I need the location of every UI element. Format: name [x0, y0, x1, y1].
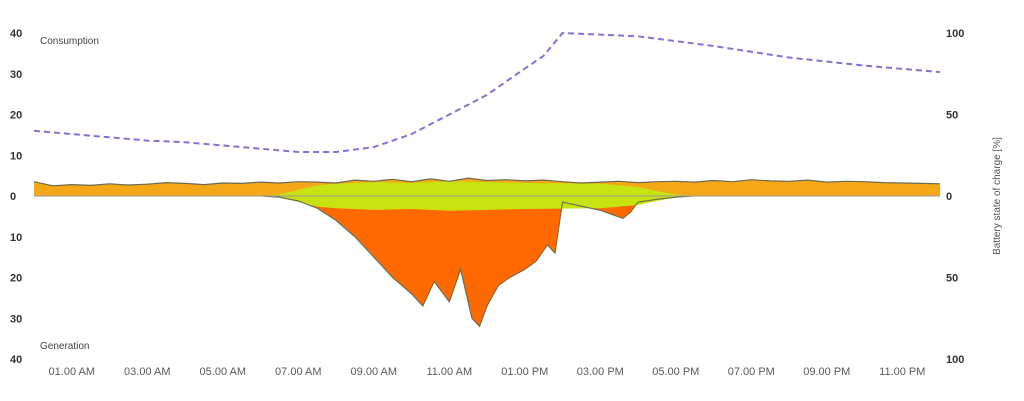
y-left-tick-label: 30: [10, 313, 22, 325]
y-right-tick-label: 100: [946, 28, 964, 40]
y-right-tick-label: 50: [946, 273, 958, 285]
y-left-tick-label: 10: [10, 232, 22, 244]
area-layer: [33, 177, 941, 328]
y-right-tick-label: 0: [946, 191, 952, 203]
y2-axis-label: Battery state of charge [%]: [992, 137, 1003, 255]
x-axis: 01.00 AM 03.00 AM 05.00 AM 07.00 AM 09.00 AM…: [49, 366, 926, 378]
y-left-tick-label: 10: [10, 150, 22, 162]
y-left-tick-label: 20: [10, 110, 22, 122]
x-tick-label: 11.00 PM: [879, 366, 925, 378]
consumption-outline: [33, 177, 941, 187]
y-right-tick-label: 50: [946, 110, 958, 122]
x-tick-label: 09.00 PM: [803, 366, 850, 378]
consumption-label: Consumption: [40, 36, 99, 47]
generation-area: [260, 196, 695, 327]
x-tick-label: 03.00 AM: [124, 366, 170, 378]
x-tick-label: 03.00 PM: [577, 366, 624, 378]
x-tick-label: 07.00 PM: [728, 366, 775, 378]
generation-label: Generation: [40, 341, 89, 352]
x-tick-label: 01.00 AM: [49, 366, 95, 378]
generation-outline: [260, 195, 695, 328]
y-right-tick-label: 100: [946, 354, 964, 366]
x-tick-label: 09.00 AM: [351, 366, 397, 378]
y-left-axis: 40 30 20 10 0 10 20 30 40: [10, 28, 22, 366]
x-tick-label: 07.00 AM: [275, 366, 321, 378]
x-tick-label: 11.00 AM: [426, 366, 472, 378]
y-left-tick-label: 30: [10, 69, 22, 81]
solar-self-use-area: [260, 181, 695, 196]
y-left-tick-label: 40: [10, 28, 22, 40]
x-tick-label: 05.00 AM: [200, 366, 246, 378]
battery-line-layer: [33, 31, 941, 153]
x-tick-label: 01.00 PM: [501, 366, 548, 378]
y-right-axis: 100 50 0 50 100: [946, 28, 964, 366]
y-left-tick-label: 40: [10, 354, 22, 366]
y-left-tick-label: 0: [10, 191, 16, 203]
y-left-tick-label: 20: [10, 273, 22, 285]
x-tick-label: 05.00 PM: [652, 366, 699, 378]
battery-soc-line: [33, 31, 941, 153]
